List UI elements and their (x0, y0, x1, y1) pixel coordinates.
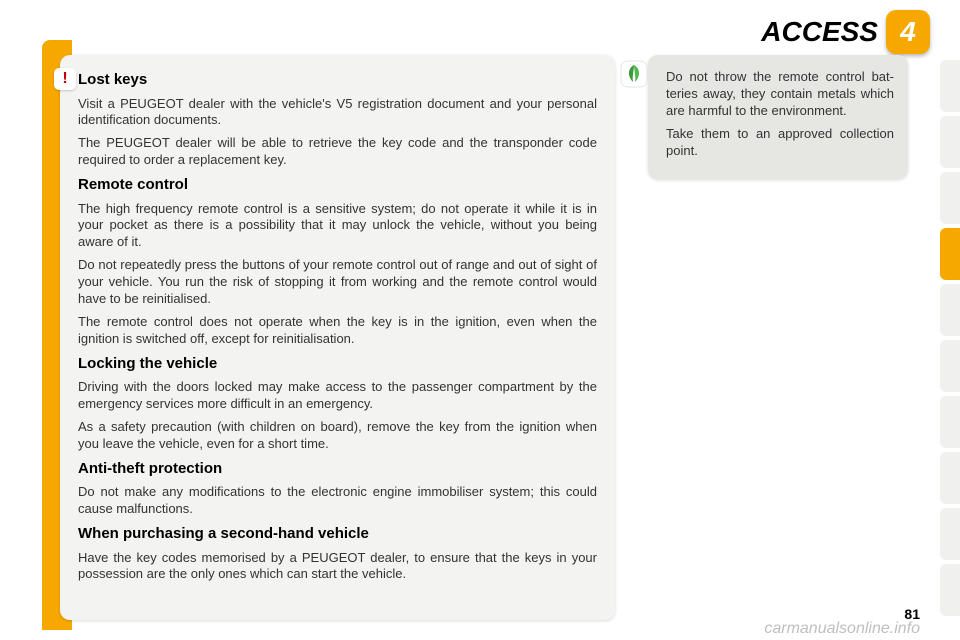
chapter-number: 4 (900, 16, 916, 48)
leaf-icon (620, 60, 648, 88)
paragraph: The PEUGEOT dealer will be able to retri… (78, 135, 597, 169)
section-tabs (940, 60, 960, 616)
paragraph: The high frequency remote control is a s… (78, 201, 597, 252)
paragraph: The remote control does not operate when… (78, 314, 597, 348)
heading-lost-keys: Lost keys (78, 70, 597, 90)
paragraph: Have the key codes memorised by a PEUGEO… (78, 550, 597, 584)
chapter-badge: 4 (886, 10, 930, 54)
heading-anti-theft: Anti-theft protection (78, 459, 597, 479)
eco-paragraph: Do not throw the remote control bat­teri… (666, 69, 894, 120)
page: ACCESS 4 ! Lost keys Visit a PEUGEOT dea… (0, 0, 960, 640)
header: ACCESS 4 (761, 10, 930, 54)
tab-active (940, 228, 960, 280)
tab (940, 564, 960, 616)
heading-second-hand: When purchasing a second-hand vehicle (78, 524, 597, 544)
paragraph: Do not repeatedly press the buttons of y… (78, 257, 597, 308)
heading-locking: Locking the vehicle (78, 354, 597, 374)
paragraph: Do not make any modifications to the ele… (78, 484, 597, 518)
tab (940, 452, 960, 504)
tab (940, 284, 960, 336)
tab (940, 508, 960, 560)
heading-remote-control: Remote control (78, 175, 597, 195)
tab (940, 116, 960, 168)
eco-paragraph: Take them to an approved collection poin… (666, 126, 894, 160)
tab (940, 396, 960, 448)
eco-note-box: Do not throw the remote control bat­teri… (648, 55, 908, 179)
paragraph: Visit a PEUGEOT dealer with the vehicle'… (78, 96, 597, 130)
watermark: carmanualsonline.info (764, 620, 920, 638)
paragraph: As a safety precaution (with children on… (78, 419, 597, 453)
tab (940, 60, 960, 112)
tab (940, 172, 960, 224)
warning-symbol: ! (62, 70, 67, 88)
warning-icon: ! (54, 68, 76, 90)
main-content-box: Lost keys Visit a PEUGEOT dealer with th… (60, 55, 615, 620)
paragraph: Driving with the doors locked may make a… (78, 379, 597, 413)
tab (940, 340, 960, 392)
header-title: ACCESS (761, 16, 878, 48)
